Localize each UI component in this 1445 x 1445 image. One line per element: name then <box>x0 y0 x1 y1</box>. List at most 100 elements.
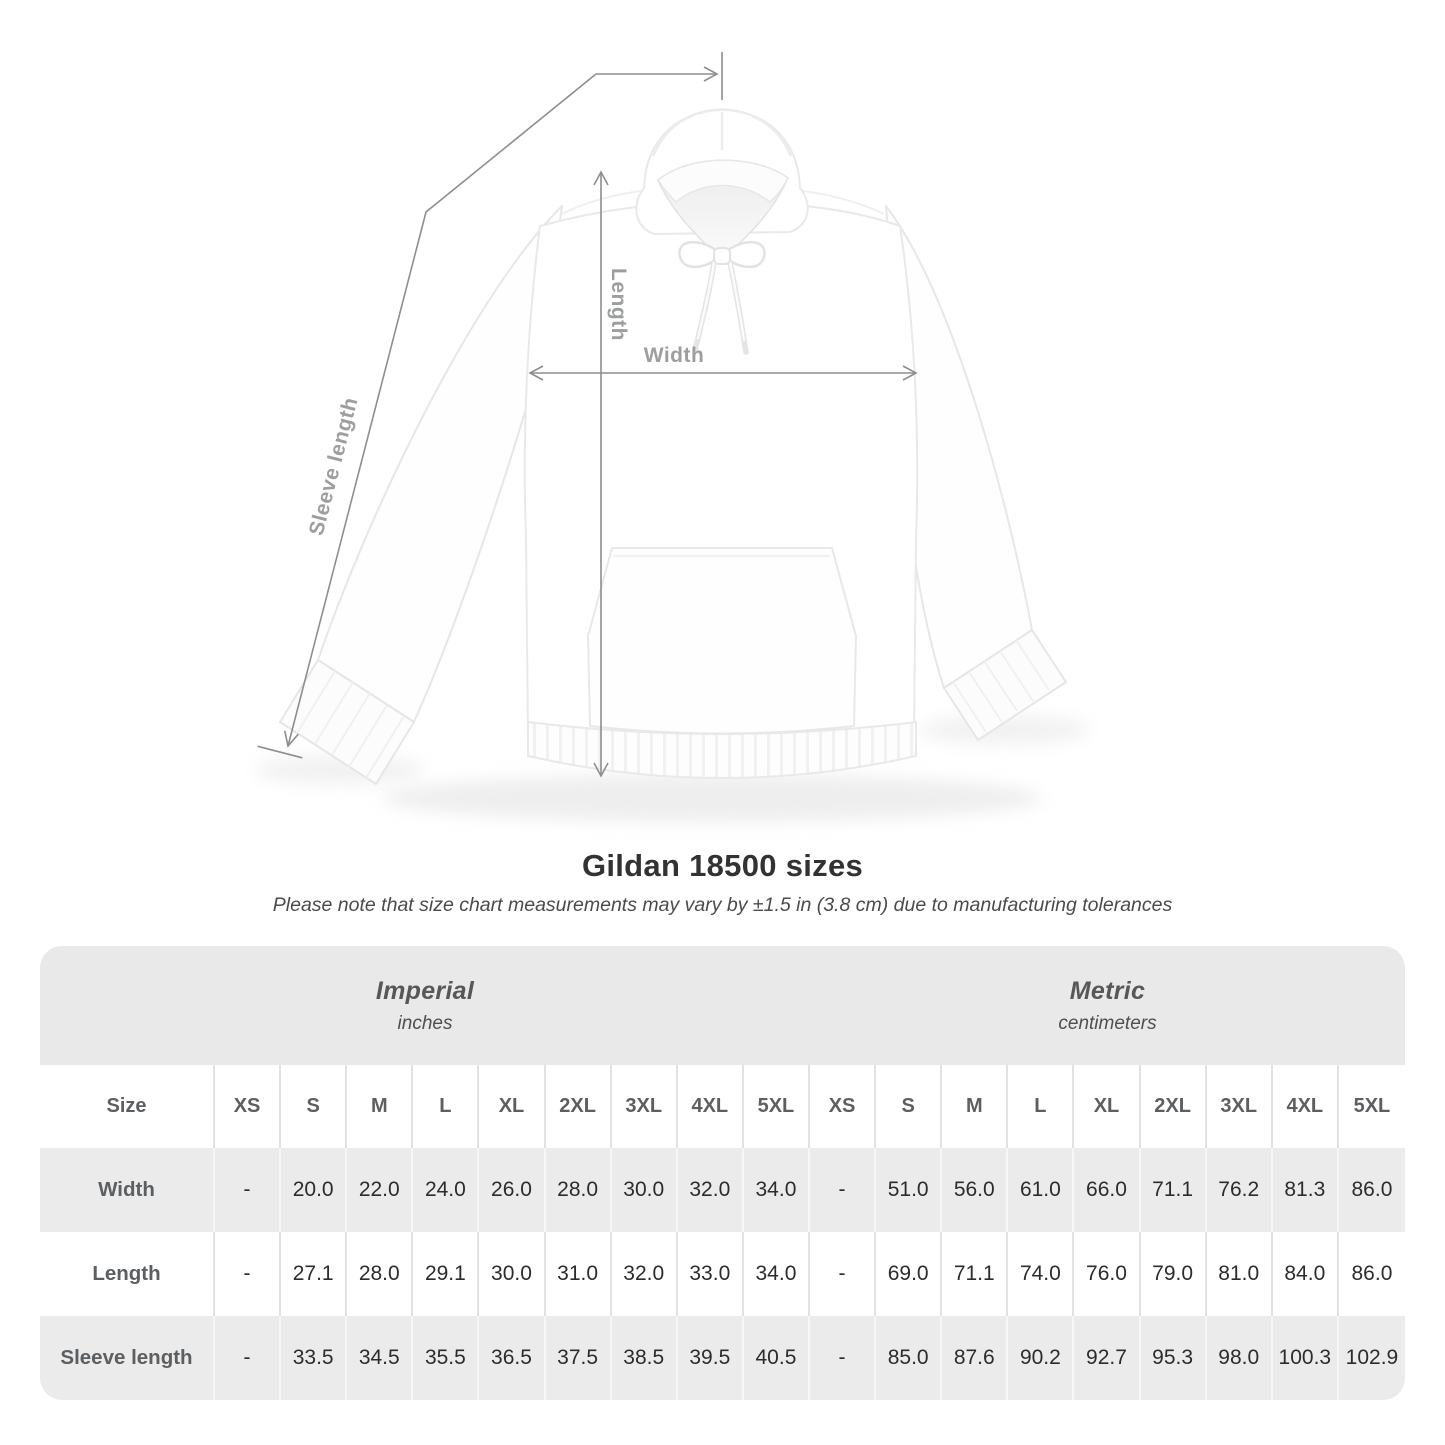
imperial-label: Imperial <box>375 976 475 1005</box>
imperial-sublabel: inches <box>397 1012 453 1034</box>
value-cell: 36.5 <box>479 1316 546 1400</box>
value-cell: 32.0 <box>678 1148 744 1232</box>
value-cell: 66.0 <box>1074 1148 1141 1232</box>
size-header-imperial: 4XL <box>678 1065 744 1148</box>
value-cell: 86.0 <box>1351 1262 1393 1285</box>
value-cell: 81.3 <box>1273 1148 1339 1232</box>
value-cell: 90.2 <box>1008 1316 1075 1400</box>
size-header-imperial: 2XL <box>546 1065 612 1148</box>
size-header-metric: 5XL <box>1353 1095 1391 1117</box>
hem-band <box>527 720 917 779</box>
value-cell: 79.0 <box>1141 1232 1207 1316</box>
size-table: Imperial inches Metric centimeters Size … <box>40 946 1405 1400</box>
value-cell: - <box>810 1316 877 1400</box>
value-cell: 84.0 <box>1273 1232 1339 1316</box>
length-arrow <box>593 170 609 778</box>
value-cell: 39.5 <box>678 1316 744 1400</box>
value-cell: 81.0 <box>1207 1232 1273 1316</box>
value-cell: 22.0 <box>347 1148 414 1232</box>
value-cell: 29.1 <box>413 1232 480 1316</box>
value-cell: 100.3 <box>1273 1316 1339 1400</box>
hoodie-measurement-diagram: Sleeve length Length Width <box>255 52 1090 822</box>
value-cell: 71.1 <box>942 1232 1009 1316</box>
value-cell: 71.1 <box>1141 1148 1207 1232</box>
value-cell: 28.0 <box>546 1148 612 1232</box>
page-title: Gildan 18500 sizes <box>581 848 864 883</box>
metric-unit-group: Metric centimeters <box>810 946 1405 1065</box>
value-cell: 34.0 <box>744 1232 810 1316</box>
size-header-imperial: XS <box>215 1065 282 1148</box>
value-cell: 35.5 <box>413 1316 480 1400</box>
value-cell: 102.9 <box>1345 1346 1399 1369</box>
drawstring-bow <box>678 240 766 355</box>
value-cell: 69.0 <box>876 1232 943 1316</box>
size-header-imperial: L <box>413 1065 480 1148</box>
value-cell: 98.0 <box>1207 1316 1273 1400</box>
table-row-width: Width - 20.0 22.0 24.0 26.0 28.0 30.0 32… <box>40 1148 1405 1232</box>
value-cell: - <box>215 1232 282 1316</box>
metric-sublabel: centimeters <box>1058 1012 1157 1034</box>
measurement-arrows <box>257 52 918 778</box>
size-header-row: Size XS S M L XL 2XL 3XL 4XL 5XL XS S M … <box>40 1065 1405 1148</box>
size-header-imperial: 3XL <box>612 1065 678 1148</box>
size-header-imperial: 5XL <box>744 1065 810 1148</box>
tolerance-note: Please note that size chart measurements… <box>272 894 1173 916</box>
size-header-metric: 4XL <box>1273 1065 1339 1148</box>
value-cell: 34.5 <box>347 1316 414 1400</box>
value-cell: 34.0 <box>744 1148 810 1232</box>
value-cell: - <box>810 1232 877 1316</box>
sleeve-length-arrow <box>257 52 723 759</box>
value-cell: 76.0 <box>1074 1232 1141 1316</box>
value-cell: 87.6 <box>942 1316 1009 1400</box>
value-cell: 26.0 <box>479 1148 546 1232</box>
value-cell: 37.5 <box>546 1316 612 1400</box>
value-cell: 85.0 <box>876 1316 943 1400</box>
table-row-length: Length - 27.1 28.0 29.1 30.0 31.0 32.0 3… <box>40 1232 1405 1316</box>
ground-shadow <box>382 774 1042 822</box>
value-cell: 33.5 <box>281 1316 348 1400</box>
size-header-metric: XS <box>810 1065 877 1148</box>
size-header-metric: 2XL <box>1141 1065 1207 1148</box>
sleeve-length-label: Sleeve length <box>305 395 363 538</box>
value-cell: 76.2 <box>1207 1148 1273 1232</box>
value-cell: 31.0 <box>546 1232 612 1316</box>
value-cell: 92.7 <box>1074 1316 1141 1400</box>
hoodie-illustration <box>255 108 1090 822</box>
value-cell: 86.0 <box>1351 1178 1393 1201</box>
table-row-sleeve-length: Sleeve length - 33.5 34.5 35.5 36.5 37.5… <box>40 1316 1405 1400</box>
size-header-metric: XL <box>1074 1065 1141 1148</box>
value-cell: 38.5 <box>612 1316 678 1400</box>
value-cell: - <box>810 1148 877 1232</box>
size-header-metric: 3XL <box>1207 1065 1273 1148</box>
size-column-header: Size <box>40 1065 215 1148</box>
width-arrow <box>528 365 918 381</box>
size-header-metric: L <box>1008 1065 1075 1148</box>
value-cell: - <box>215 1316 282 1400</box>
value-cell: 95.3 <box>1141 1316 1207 1400</box>
value-cell: 56.0 <box>942 1148 1009 1232</box>
value-cell: 20.0 <box>281 1148 348 1232</box>
value-cell: 40.5 <box>744 1316 810 1400</box>
value-cell: 30.0 <box>612 1148 678 1232</box>
row-label: Length <box>40 1232 215 1316</box>
value-cell: 74.0 <box>1008 1232 1075 1316</box>
value-cell: 27.1 <box>281 1232 348 1316</box>
size-header-imperial: XL <box>479 1065 546 1148</box>
right-cuff <box>943 629 1067 741</box>
length-label: Length <box>607 268 630 341</box>
value-cell: 33.0 <box>678 1232 744 1316</box>
size-header-imperial: S <box>281 1065 348 1148</box>
value-cell: - <box>215 1148 282 1232</box>
kangaroo-pocket <box>587 547 857 735</box>
imperial-unit-group: Imperial inches <box>40 946 810 1065</box>
size-header-imperial: M <box>347 1065 414 1148</box>
hood-collar-fold <box>657 159 789 204</box>
size-header-metric: S <box>876 1065 943 1148</box>
value-cell: 51.0 <box>876 1148 943 1232</box>
unit-band: Imperial inches Metric centimeters <box>40 946 1405 1065</box>
value-cell: 24.0 <box>413 1148 480 1232</box>
size-header-metric: M <box>942 1065 1009 1148</box>
row-label: Width <box>40 1148 215 1232</box>
value-cell: 30.0 <box>479 1232 546 1316</box>
